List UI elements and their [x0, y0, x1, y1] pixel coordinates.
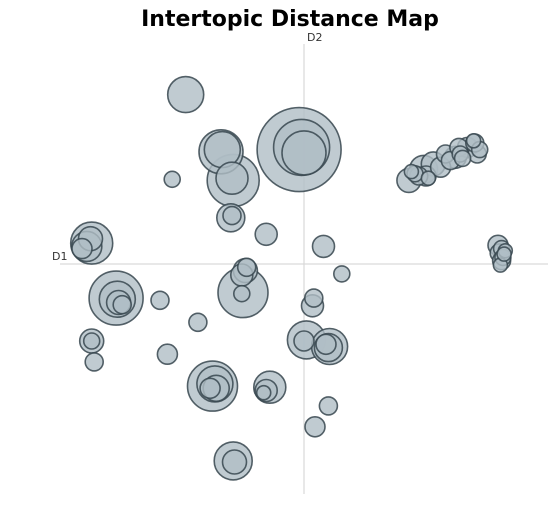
topic-bubble[interactable] [157, 344, 177, 364]
topic-bubble[interactable] [257, 386, 271, 400]
topic-bubble[interactable] [319, 397, 337, 415]
topic-bubble[interactable] [238, 258, 256, 276]
topic-bubble[interactable] [151, 291, 169, 309]
chart-title: Intertopic Distance Map [141, 7, 439, 32]
topic-bubble[interactable] [313, 235, 335, 257]
topic-bubble[interactable] [168, 77, 204, 113]
topic-bubble[interactable] [316, 334, 336, 354]
topic-bubble[interactable] [200, 378, 220, 398]
topic-bubble[interactable] [189, 313, 207, 331]
topic-bubble[interactable] [497, 247, 511, 261]
topic-bubble[interactable] [455, 150, 471, 166]
topic-bubble[interactable] [164, 171, 180, 187]
y-axis-label: D2 [307, 31, 322, 44]
topic-bubble[interactable] [255, 223, 277, 245]
topic-bubble[interactable] [305, 417, 325, 437]
topic-bubble[interactable] [113, 296, 131, 314]
x-axis-label: D1 [52, 250, 67, 263]
topic-bubble[interactable] [282, 131, 326, 175]
topic-bubbles [71, 77, 513, 480]
topic-bubble[interactable] [467, 134, 481, 148]
topic-bubble[interactable] [234, 286, 250, 302]
topic-bubble[interactable] [421, 171, 435, 185]
topic-bubble[interactable] [223, 450, 247, 474]
topic-bubble[interactable] [305, 289, 323, 307]
topic-bubble[interactable] [84, 333, 100, 349]
topic-bubble[interactable] [404, 165, 418, 179]
topic-bubble[interactable] [72, 239, 92, 259]
topic-bubble[interactable] [334, 266, 350, 282]
topic-bubble[interactable] [85, 353, 103, 371]
topic-bubble[interactable] [294, 331, 314, 351]
topic-bubble[interactable] [223, 207, 241, 225]
topic-bubble[interactable] [216, 162, 248, 194]
